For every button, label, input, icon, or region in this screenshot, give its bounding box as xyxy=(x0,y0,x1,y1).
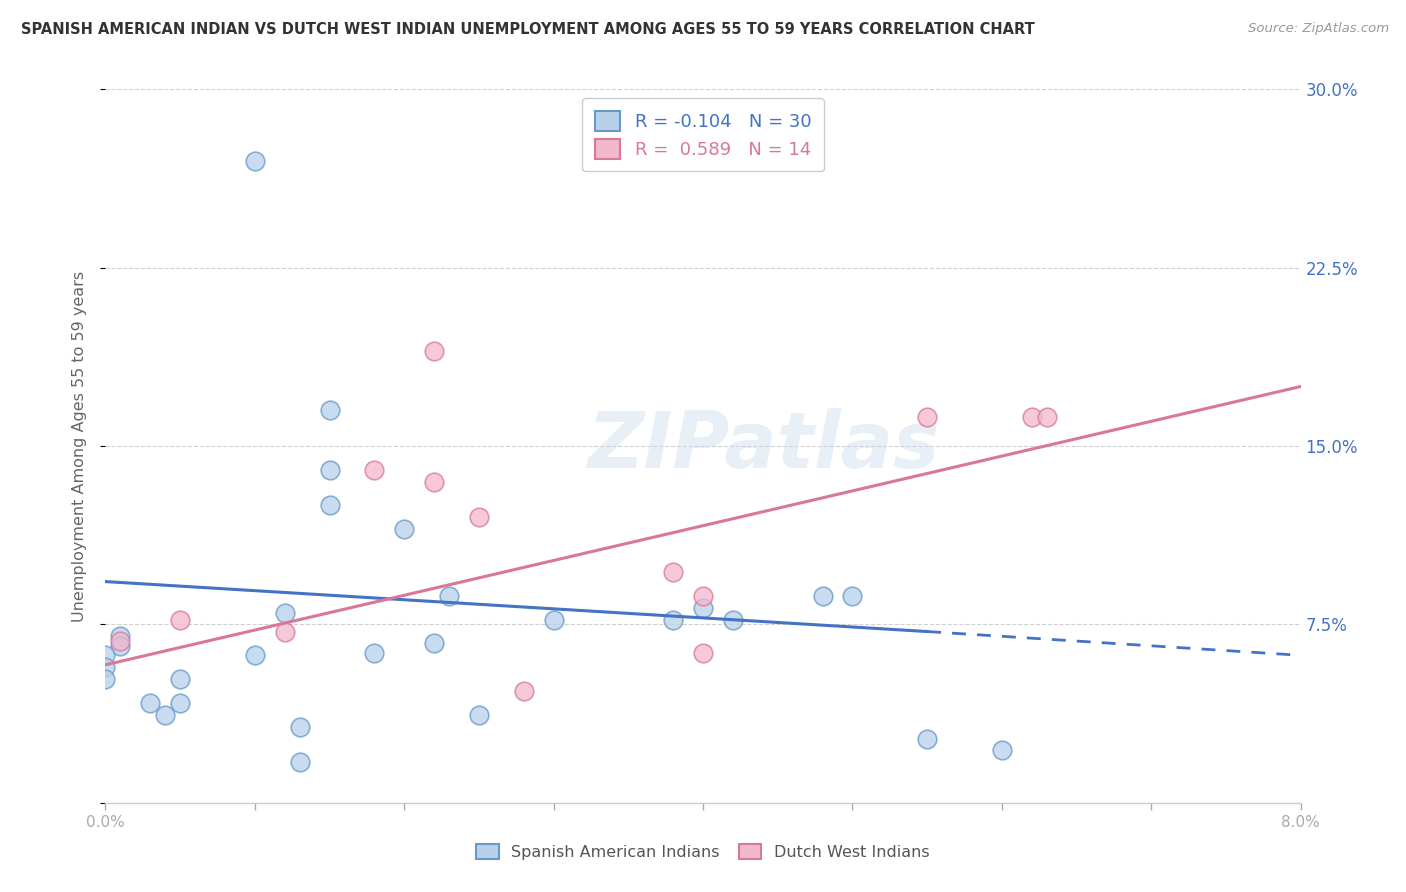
Point xyxy=(662,565,685,579)
Point xyxy=(394,522,416,536)
Point xyxy=(169,696,191,710)
Point xyxy=(110,639,132,653)
Point xyxy=(274,624,297,639)
Point xyxy=(274,606,297,620)
Point xyxy=(423,636,446,650)
Y-axis label: Unemployment Among Ages 55 to 59 years: Unemployment Among Ages 55 to 59 years xyxy=(72,270,87,622)
Point xyxy=(363,463,385,477)
Point xyxy=(915,731,938,746)
Point xyxy=(363,646,385,660)
Point xyxy=(94,660,117,674)
Point xyxy=(1021,410,1043,425)
Point xyxy=(169,613,191,627)
Point xyxy=(468,510,491,524)
Point xyxy=(288,756,311,770)
Point xyxy=(243,153,266,168)
Point xyxy=(721,613,744,627)
Point xyxy=(1035,410,1057,425)
Point xyxy=(513,684,536,698)
Point xyxy=(468,707,491,722)
Point xyxy=(139,696,162,710)
Point xyxy=(288,720,311,734)
Point xyxy=(110,634,132,648)
Point xyxy=(692,589,714,603)
Point xyxy=(155,707,177,722)
Point xyxy=(169,672,191,686)
Point xyxy=(841,589,863,603)
Point xyxy=(423,475,446,489)
Point xyxy=(811,589,834,603)
Point xyxy=(990,743,1012,757)
Point xyxy=(94,672,117,686)
Point xyxy=(110,629,132,643)
Point xyxy=(543,613,565,627)
Point xyxy=(243,648,266,663)
Text: SPANISH AMERICAN INDIAN VS DUTCH WEST INDIAN UNEMPLOYMENT AMONG AGES 55 TO 59 YE: SPANISH AMERICAN INDIAN VS DUTCH WEST IN… xyxy=(21,22,1035,37)
Point xyxy=(318,463,340,477)
Point xyxy=(94,648,117,663)
Point xyxy=(662,613,685,627)
Point xyxy=(915,410,938,425)
Legend: Spanish American Indians, Dutch West Indians: Spanish American Indians, Dutch West Ind… xyxy=(470,838,936,866)
Point xyxy=(318,403,340,417)
Point xyxy=(437,589,460,603)
Point xyxy=(318,499,340,513)
Text: Source: ZipAtlas.com: Source: ZipAtlas.com xyxy=(1249,22,1389,36)
Point xyxy=(692,646,714,660)
Point xyxy=(423,343,446,358)
Point xyxy=(692,600,714,615)
Text: ZIPatlas: ZIPatlas xyxy=(586,408,939,484)
